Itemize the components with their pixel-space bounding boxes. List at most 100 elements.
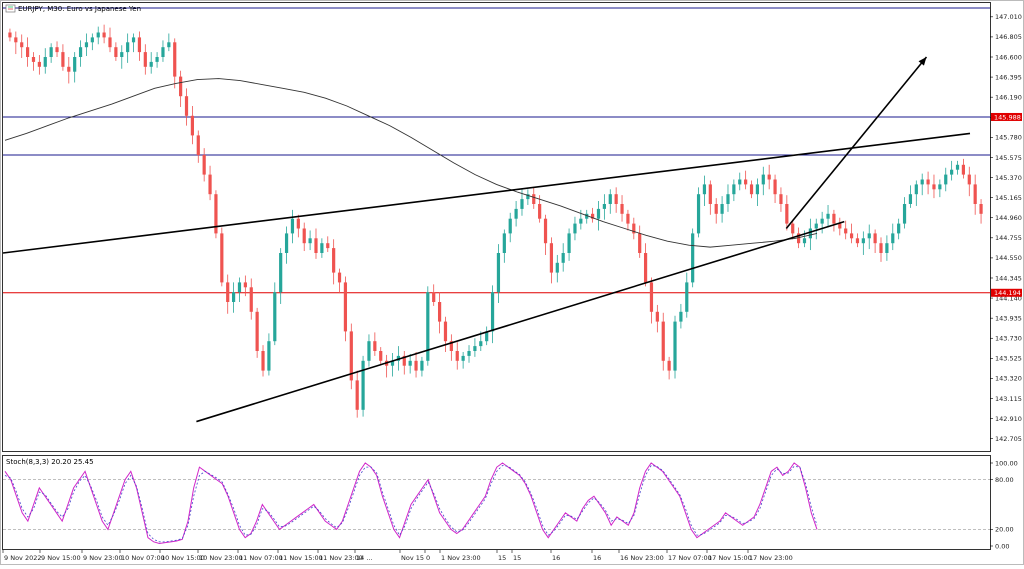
price-tick-label: 143.525 xyxy=(995,355,1022,363)
candle-body xyxy=(902,204,907,224)
price-tick-label: 144.550 xyxy=(995,254,1022,262)
candle-body xyxy=(538,204,542,219)
candle-body xyxy=(779,194,783,204)
candle-body xyxy=(502,233,506,253)
price-tick-label: 143.115 xyxy=(995,395,1022,403)
candle-body xyxy=(449,341,453,351)
time-tick-label: 17 Nov 07:00 xyxy=(668,554,712,562)
candle-body xyxy=(932,184,936,190)
candle-body xyxy=(844,228,848,234)
candle-body xyxy=(279,253,283,293)
candle-body xyxy=(179,76,183,97)
candle-body xyxy=(838,223,842,229)
candle-body xyxy=(543,218,548,244)
trendlines xyxy=(2,56,971,423)
candle-body xyxy=(467,351,471,356)
time-tick-label: 17 Nov 23:00 xyxy=(749,554,793,562)
candle-body xyxy=(355,380,359,410)
candle-body xyxy=(25,47,30,57)
candle-body xyxy=(767,174,771,180)
candle-body xyxy=(614,194,618,204)
stoch-tick-label: 20.00 xyxy=(995,526,1014,534)
candle-body xyxy=(61,52,65,67)
candle-body xyxy=(979,204,983,214)
candle-body xyxy=(161,47,165,57)
candle-body xyxy=(885,243,889,253)
candle-body xyxy=(685,282,689,312)
candle-body xyxy=(49,47,53,57)
candle-body xyxy=(667,360,671,371)
candle-body xyxy=(891,233,895,244)
candle-body xyxy=(37,61,41,67)
candle-body xyxy=(749,184,754,195)
candle-body xyxy=(738,179,742,185)
stoch-tick-label: 100.00 xyxy=(995,459,1018,467)
candle-body xyxy=(126,42,130,53)
candle-body xyxy=(143,52,147,67)
time-tick-label: 15 xyxy=(498,554,506,562)
time-tick-label: 15 xyxy=(513,554,521,562)
chart-title-bar: EURJPY, M30: Euro vs Japanese Yen xyxy=(5,4,141,13)
candle-body xyxy=(520,199,524,209)
trendline-lower xyxy=(196,220,845,423)
candle-body xyxy=(973,184,977,204)
candle-body xyxy=(455,351,459,361)
time-tick-label: 9 Nov 23:00 xyxy=(83,554,123,562)
stoch-tick-label: 80.00 xyxy=(995,476,1014,484)
indicator-pane-frame xyxy=(2,455,991,550)
candle-body xyxy=(820,218,824,224)
candle-body xyxy=(961,164,966,175)
candle-body xyxy=(84,42,89,48)
price-label-text: 144.194 xyxy=(994,289,1021,297)
candle-body xyxy=(31,57,36,62)
candle-body xyxy=(78,47,83,57)
price-tick-label: 143.320 xyxy=(995,375,1022,383)
candle-body xyxy=(473,346,477,351)
candle-body xyxy=(214,194,218,234)
time-tick-label: 11 Nov 07:00 xyxy=(239,554,283,562)
candle-body xyxy=(361,360,365,410)
candle-body xyxy=(137,37,142,53)
price-tick-label: 145.370 xyxy=(995,174,1022,182)
candle-body xyxy=(337,272,342,283)
candle-body xyxy=(755,184,760,195)
candle-body xyxy=(726,194,730,204)
candle-body xyxy=(602,204,606,209)
candle-body xyxy=(855,238,860,244)
candle-body xyxy=(114,47,118,57)
candle-body xyxy=(920,179,924,185)
candle-body xyxy=(67,66,71,72)
price-tick-label: 145.575 xyxy=(995,154,1022,162)
candle-body xyxy=(661,321,665,361)
price-tick-label: 146.600 xyxy=(995,53,1022,61)
candle-body xyxy=(496,253,501,293)
candle-body xyxy=(220,233,224,283)
stoch-signal-line xyxy=(4,465,818,543)
candle-body xyxy=(90,37,94,43)
candle-body xyxy=(944,174,948,185)
time-tick-label: 11 Nov 15:00 xyxy=(279,554,323,562)
candle-body xyxy=(773,179,777,195)
candle-body xyxy=(879,243,883,253)
candle-body xyxy=(632,223,636,234)
indicator-title: Stoch(8,3,3) 20.20 25.45 xyxy=(6,458,94,466)
time-tick-label: 9 Nov 15:00 xyxy=(41,554,81,562)
candle-body xyxy=(643,253,648,283)
time-tick-label: 0 xyxy=(426,554,430,562)
candle-body xyxy=(243,282,247,288)
price-label-badge xyxy=(991,288,1022,297)
time-tick-label: 14 ... xyxy=(356,554,373,562)
candle-body xyxy=(514,208,518,219)
candle-body xyxy=(343,282,348,332)
candle-body xyxy=(237,282,242,293)
candle-body xyxy=(261,351,265,371)
candle-body xyxy=(296,218,300,229)
candle-body xyxy=(867,233,871,239)
price-tick-label: 144.345 xyxy=(995,274,1022,282)
time-tick-label: 9 Nov 2022 xyxy=(4,554,42,562)
trendline-upper xyxy=(2,132,971,254)
candle-body xyxy=(620,204,624,214)
